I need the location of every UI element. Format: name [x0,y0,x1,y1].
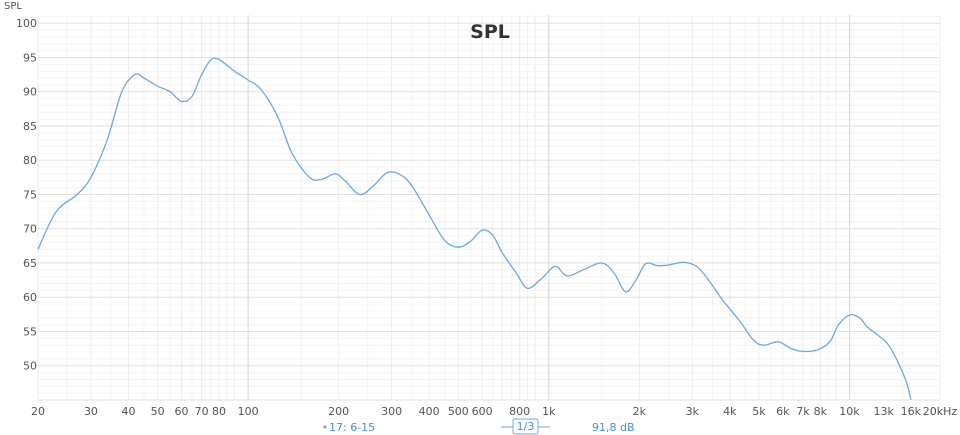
x-tick-label: 800 [509,405,530,418]
x-tick-label: 16k [901,405,922,418]
y-tick-label: 70 [23,223,37,236]
y-tick-label: 55 [23,325,37,338]
x-tick-label: 70 [195,405,209,418]
x-tick-label: 30 [84,405,98,418]
y-tick-label: 80 [23,154,37,167]
x-tick-label: 6k [776,405,790,418]
major-grid [38,15,940,401]
x-tick-label: 80 [212,405,226,418]
x-tick-label: 200 [328,405,349,418]
value-readout: 91,8 dB [592,421,635,434]
x-tick-label: 60 [174,405,188,418]
y-tick-label: 100 [16,17,37,30]
x-tick-label: 100 [238,405,259,418]
y-tick-label: 50 [23,360,37,373]
y-axis-ticks: 50 55 60 65 70 75 80 85 90 95 100 [16,17,37,373]
x-axis-ticks: 20 30 40 50 60 70 80 100 200 300 400 500 600 800 1k 2k 3… [31,405,957,418]
y-tick-label: 85 [23,120,37,133]
x-tick-label: 500 [448,405,469,418]
x-tick-label: 50 [151,405,165,418]
x-tick-label: 5k [752,405,766,418]
y-tick-label: 65 [23,257,37,270]
y-tick-label: 90 [23,86,37,99]
smoothing-value: 1/3 [517,420,535,433]
x-tick-label: 600 [472,405,493,418]
x-tick-label: 7k [796,405,810,418]
x-tick-label: 300 [381,405,402,418]
chart-title: SPL [470,21,510,43]
y-axis-label: SPL [4,1,22,12]
x-tick-label: 10k [839,405,860,418]
legend[interactable]: 17: 6-15 1/3 91,8 dB [323,418,635,435]
x-tick-label: 20 [31,405,45,418]
x-tick-label: 20kHz [923,405,958,418]
legend-series-marker [323,425,327,429]
y-tick-label: 75 [23,188,37,201]
x-tick-label: 13k [874,405,895,418]
y-tick-label: 95 [23,51,37,64]
series-line-17-6-15 [37,57,912,401]
x-tick-label: 400 [419,405,440,418]
x-tick-label: 8k [814,405,828,418]
x-tick-label: 3k [686,405,700,418]
minor-grid [37,15,941,400]
x-tick-label: 40 [122,405,136,418]
x-tick-label: 2k [633,405,647,418]
x-tick-label: 1k [542,405,556,418]
x-tick-label: 4k [723,405,737,418]
y-tick-label: 60 [23,291,37,304]
legend-series-label: 17: 6-15 [329,421,375,434]
